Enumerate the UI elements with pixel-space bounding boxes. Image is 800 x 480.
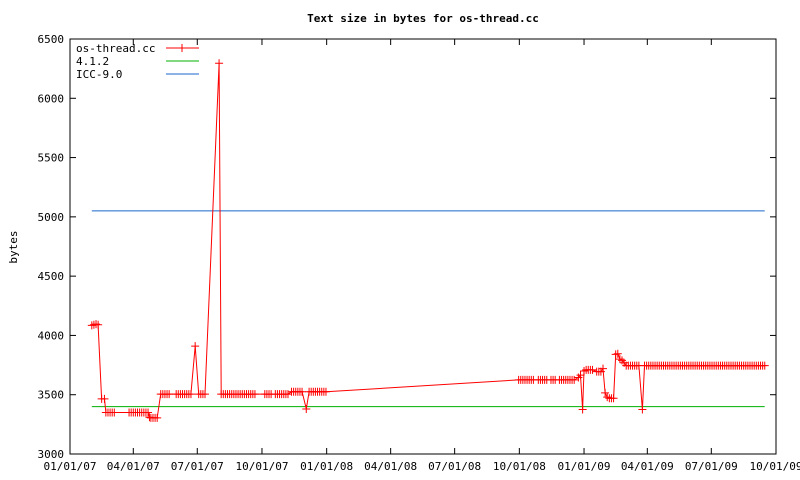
x-tick-label: 04/01/09 <box>621 460 674 473</box>
data-point <box>580 367 589 375</box>
y-tick-label: 6000 <box>38 92 65 105</box>
data-point <box>578 405 587 414</box>
chart-title: Text size in bytes for os-thread.cc <box>307 12 539 25</box>
data-point <box>601 388 610 397</box>
plot-area <box>87 59 769 422</box>
data-point <box>110 408 119 417</box>
y-tick-label: 3500 <box>38 389 65 402</box>
data-point <box>321 387 330 396</box>
data-point <box>615 355 624 364</box>
data-point <box>760 361 769 370</box>
data-point <box>250 390 259 399</box>
x-axis: 01/01/07 04/01/07 07/01/07 10/01/07 01/01/08… <box>44 39 800 473</box>
y-axis-label: bytes <box>7 230 20 263</box>
data-point <box>298 387 307 396</box>
x-tick-label: 01/01/07 <box>44 460 97 473</box>
x-tick-label: 01/01/09 <box>558 460 611 473</box>
y-tick-label: 5000 <box>38 211 65 224</box>
data-point <box>588 365 597 374</box>
data-point <box>638 405 647 414</box>
plot-frame <box>69 38 777 455</box>
data-point <box>613 349 622 358</box>
data-point <box>609 394 618 403</box>
data-point <box>191 342 200 351</box>
y-axis: 3000 3500 4000 4500 5000 5500 6000 6500 <box>38 33 776 461</box>
y-tick-label: 6500 <box>38 33 65 46</box>
x-tick-label: 04/01/07 <box>107 460 160 473</box>
data-point <box>165 390 174 399</box>
data-point <box>186 390 195 399</box>
data-point <box>302 404 311 413</box>
x-tick-label: 10/01/07 <box>235 460 288 473</box>
legend-label: 4.1.2 <box>76 55 109 68</box>
data-point <box>144 408 153 417</box>
y-tick-label: 3000 <box>38 448 65 461</box>
data-point <box>603 393 612 402</box>
data-point <box>576 371 585 380</box>
x-tick-label: 10/01/09 <box>750 460 800 473</box>
y-tick-label: 4500 <box>38 270 65 283</box>
data-point <box>94 320 103 329</box>
data-point <box>611 350 620 359</box>
x-tick-label: 10/01/08 <box>493 460 546 473</box>
x-tick-label: 01/01/08 <box>300 460 353 473</box>
legend-marker <box>178 44 186 52</box>
x-tick-label: 07/01/07 <box>171 460 224 473</box>
legend-label: ICC-9.0 <box>76 68 122 81</box>
x-tick-label: 04/01/08 <box>364 460 417 473</box>
data-point <box>92 320 101 329</box>
y-tick-label: 4000 <box>38 329 65 342</box>
data-point <box>153 413 162 422</box>
data-point <box>201 390 210 399</box>
data-point <box>145 413 154 422</box>
data-point <box>215 59 224 68</box>
x-tick-label: 07/01/08 <box>428 460 481 473</box>
legend-label: os-thread.cc <box>76 42 155 55</box>
data-point <box>87 321 96 330</box>
y-tick-label: 5500 <box>38 152 65 165</box>
data-point <box>599 364 608 373</box>
data-point <box>570 375 579 384</box>
data-point <box>100 394 109 403</box>
x-tick-label: 07/01/09 <box>685 460 738 473</box>
